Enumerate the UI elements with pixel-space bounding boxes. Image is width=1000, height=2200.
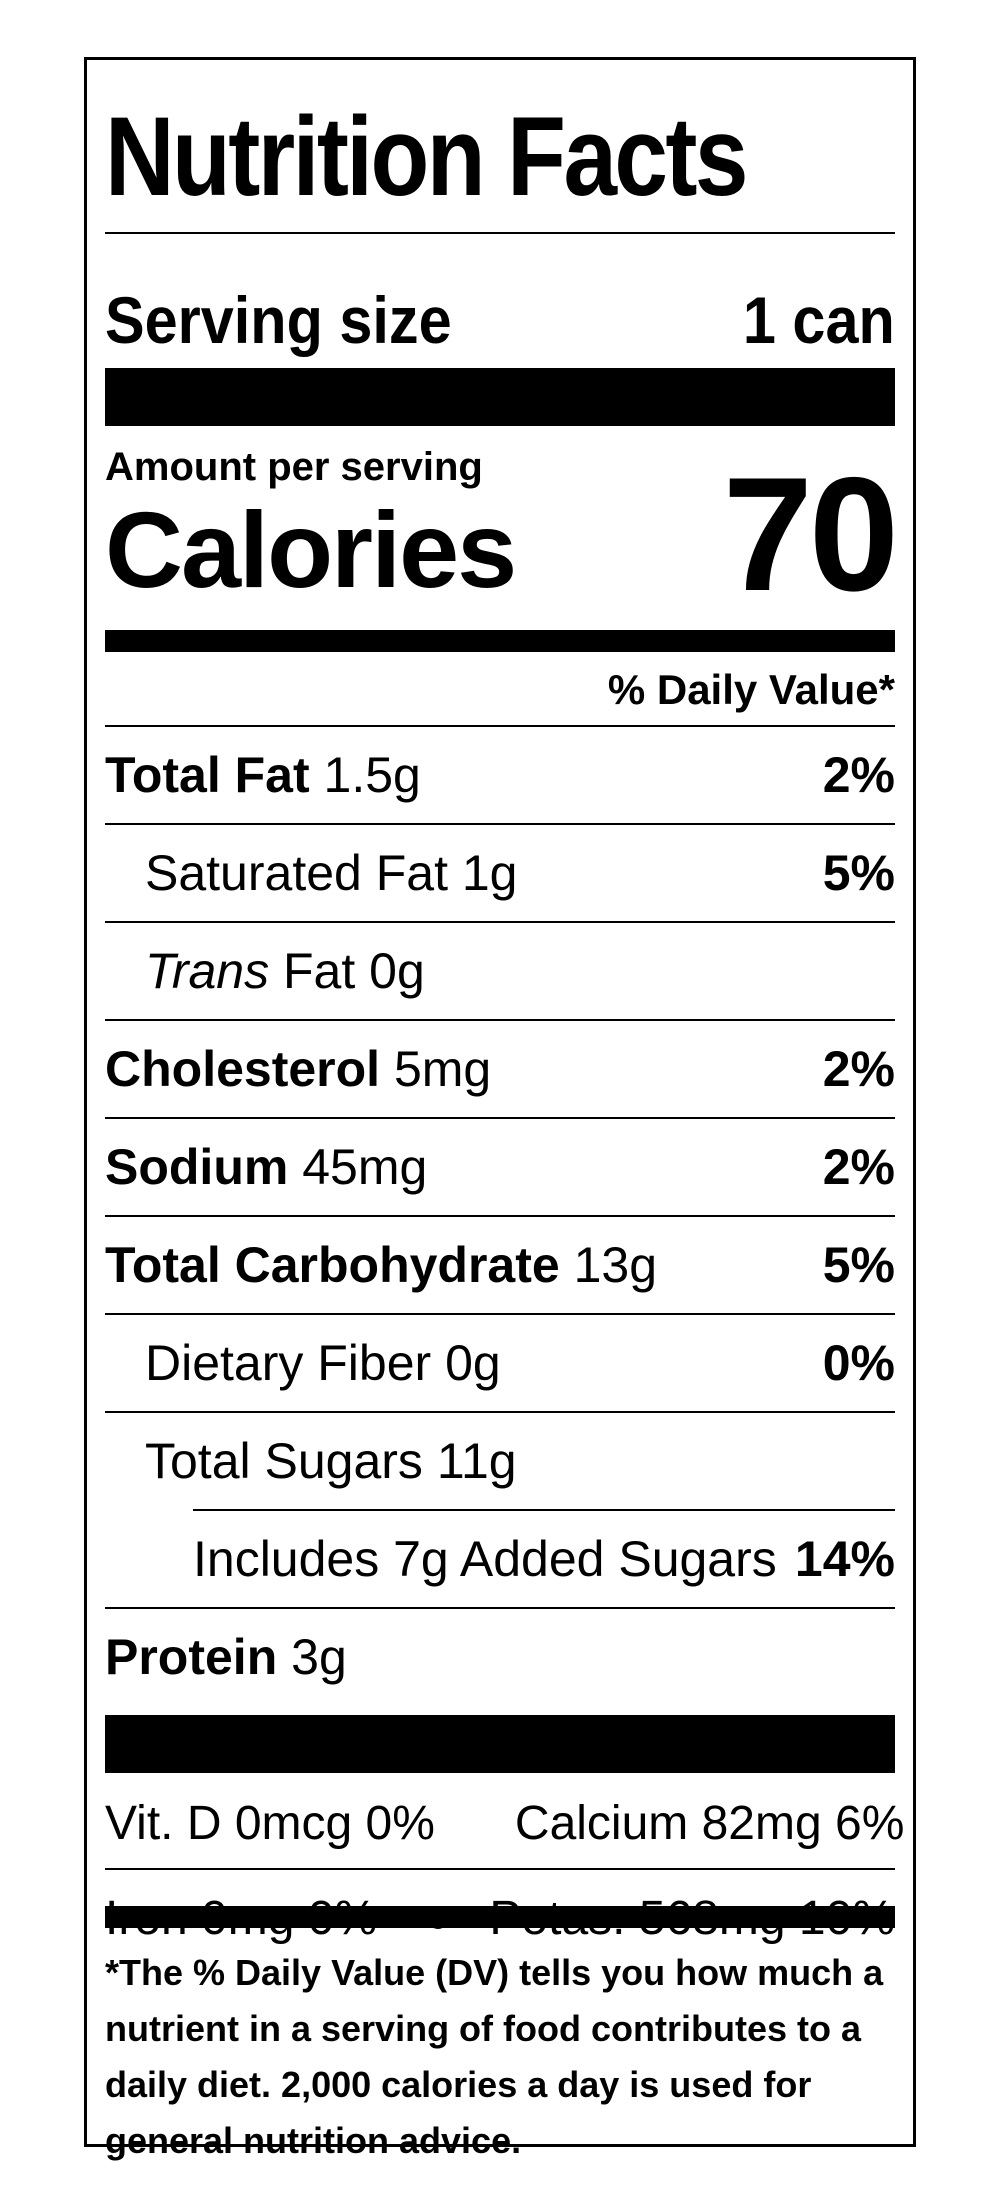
serving-size-value: 1 can bbox=[743, 283, 895, 357]
nutrient-row-saturated-fat: Saturated Fat 1g 5% bbox=[105, 825, 895, 921]
divider bbox=[105, 1117, 895, 1119]
divider bbox=[105, 1313, 895, 1315]
calories-label: Calories bbox=[105, 489, 517, 610]
divider bbox=[105, 1607, 895, 1609]
divider bbox=[105, 1868, 895, 1870]
nutrient-dv: 5% bbox=[822, 845, 895, 901]
nutrient-row-total-sugars: Total Sugars 11g bbox=[105, 1413, 895, 1509]
nutrient-row-trans-fat: Trans Fat 0g bbox=[105, 923, 895, 1019]
vitamin-left: Vit. D 0mcg 0% bbox=[105, 1796, 435, 1850]
nutrient-amount: 13g bbox=[573, 1237, 658, 1293]
nutrient-name: Total Carbohydrate bbox=[105, 1237, 560, 1293]
nutrient-name: Sodium bbox=[105, 1139, 289, 1195]
nutrient-row-added-sugars: Includes 7g Added Sugars 14% bbox=[105, 1511, 895, 1607]
amount-per-serving: Amount per serving bbox=[105, 445, 483, 489]
footnote: *The % Daily Value (DV) tells you how mu… bbox=[105, 1952, 884, 2161]
nutrient-amount: 45mg bbox=[302, 1139, 428, 1195]
thick-divider bbox=[105, 1715, 895, 1773]
nutrient-name: Saturated Fat bbox=[145, 845, 448, 901]
nutrient-name: Total Fat bbox=[105, 747, 310, 803]
divider bbox=[105, 823, 895, 825]
nutrient-row-cholesterol: Cholesterol 5mg 2% bbox=[105, 1021, 895, 1117]
divider bbox=[105, 1215, 895, 1217]
nutrient-amount: 5mg bbox=[393, 1041, 492, 1097]
divider bbox=[105, 232, 895, 234]
nutrient-name: Protein bbox=[105, 1629, 278, 1685]
nutrient-amount: 1g bbox=[461, 845, 518, 901]
thick-divider bbox=[105, 368, 895, 426]
nutrient-row-total-fat: Total Fat 1.5g 2% bbox=[105, 727, 895, 823]
nutrient-amount: 3g bbox=[291, 1629, 347, 1685]
vitamin-right: Calcium 82mg 6% bbox=[514, 1796, 905, 1850]
nutrient-dv: 0% bbox=[822, 1335, 895, 1391]
divider bbox=[105, 1411, 895, 1413]
nutrient-amount: 0g bbox=[369, 943, 425, 999]
serving-size-label: Serving size bbox=[105, 283, 452, 357]
nutrient-dv: 2% bbox=[822, 1139, 895, 1195]
calories-value: 70 bbox=[722, 444, 899, 625]
label-title: Nutrition Facts bbox=[105, 94, 748, 219]
nutrient-dv: 14% bbox=[794, 1531, 895, 1587]
nutrient-dv: 2% bbox=[822, 1041, 895, 1097]
nutrient-name: Fat bbox=[283, 943, 356, 999]
nutrient-amount: 11g bbox=[436, 1433, 517, 1489]
vitamin-row: Vit. D 0mcg 0% Calcium 82mg 6% bbox=[105, 1775, 904, 1871]
nutrient-name-italic: Trans bbox=[145, 943, 270, 999]
divider bbox=[105, 1019, 895, 1021]
nutrient-dv: 5% bbox=[822, 1237, 895, 1293]
nutrient-row-sodium: Sodium 45mg 2% bbox=[105, 1119, 895, 1215]
nutrient-name: Cholesterol bbox=[105, 1041, 381, 1097]
thick-divider bbox=[105, 630, 895, 652]
nutrient-name: Total Sugars bbox=[145, 1433, 423, 1489]
nutrient-row-total-carbohydrate: Total Carbohydrate 13g 5% bbox=[105, 1217, 895, 1313]
thick-divider bbox=[105, 1906, 895, 1928]
nutrient-amount: 0g bbox=[445, 1335, 501, 1391]
divider bbox=[105, 921, 895, 923]
nutrient-row-dietary-fiber: Dietary Fiber 0g 0% bbox=[105, 1315, 895, 1411]
nutrient-name: Dietary Fiber bbox=[145, 1335, 432, 1391]
nutrient-name: Includes 7g Added Sugars bbox=[193, 1531, 777, 1587]
divider bbox=[193, 1509, 895, 1511]
serving-size-row: Serving size 1 can bbox=[105, 280, 895, 360]
nutrient-amount: 1.5g bbox=[323, 747, 421, 803]
nutrient-dv: 2% bbox=[822, 747, 895, 803]
divider bbox=[105, 725, 895, 727]
nutrition-facts-label: Nutrition Facts Serving size 1 can Amoun… bbox=[84, 57, 916, 2161]
nutrient-row-protein: Protein 3g bbox=[105, 1609, 895, 1705]
daily-value-header: % Daily Value* bbox=[607, 666, 895, 713]
